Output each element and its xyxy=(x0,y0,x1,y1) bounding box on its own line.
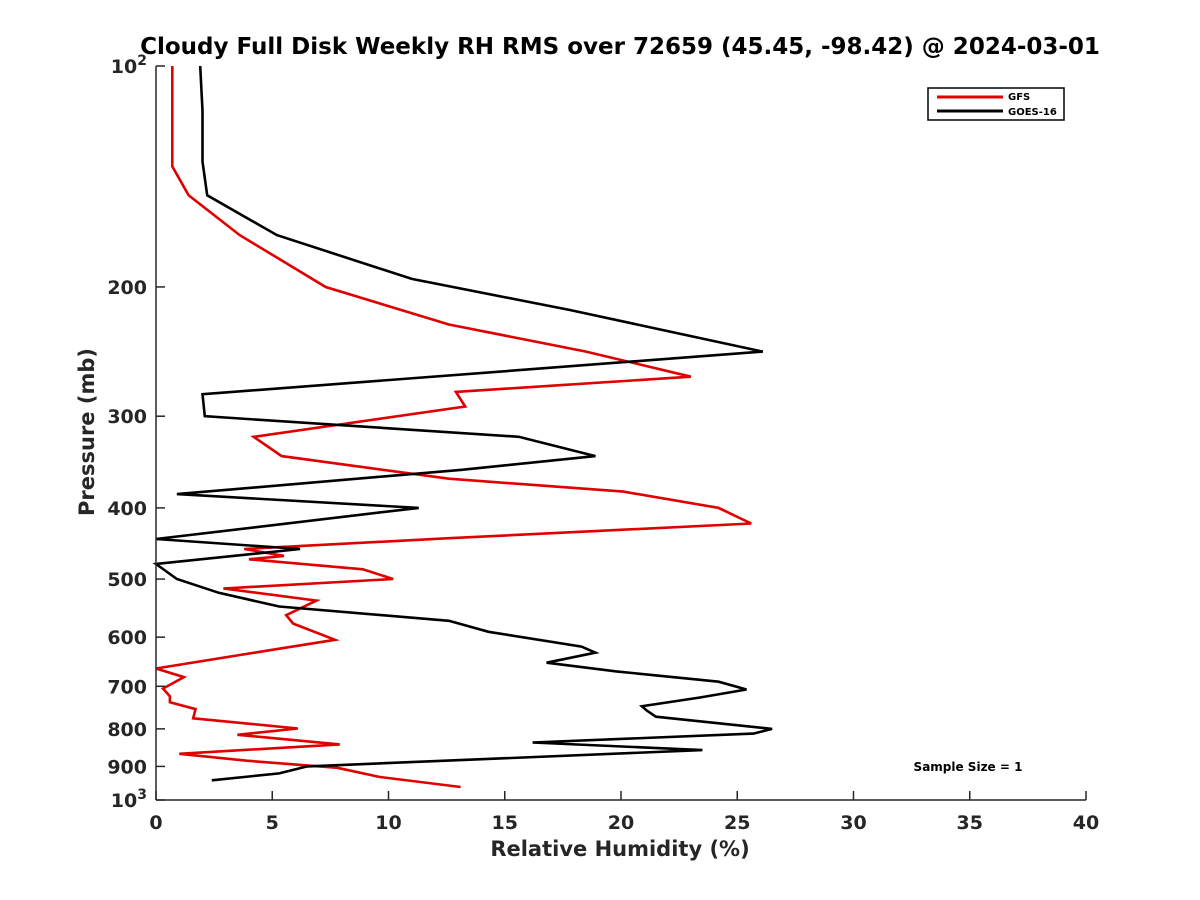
plot-area xyxy=(152,65,773,789)
x-tick-label: 0 xyxy=(149,812,162,834)
y-tick-label: 900 xyxy=(107,756,147,778)
x-tick-label: 20 xyxy=(608,812,634,834)
y-tick-label: 300 xyxy=(107,406,147,428)
y-tick-label: 400 xyxy=(107,498,147,520)
legend-label-gfs: GFS xyxy=(1008,92,1030,103)
x-axis-label: Relative Humidity (%) xyxy=(490,837,749,861)
y-tick-label: 103 xyxy=(111,787,147,812)
x-ticks: 0 5 10 15 20 25 30 35 40 xyxy=(149,791,1099,834)
x-tick-label: 30 xyxy=(840,812,866,834)
series-line-gfs xyxy=(155,66,752,789)
y-tick-label: 102 xyxy=(111,53,147,78)
legend-box xyxy=(927,87,1065,121)
y-tick-label: 600 xyxy=(107,627,147,649)
series-layer xyxy=(152,65,773,789)
y-tick-label: 200 xyxy=(107,277,147,299)
y-axis-label: Pressure (mb) xyxy=(75,348,99,516)
x-tick-label: 15 xyxy=(492,812,518,834)
legend: GFS GOES-16 xyxy=(927,87,1065,121)
x-tick-label: 10 xyxy=(375,812,401,834)
legend-label-goes16: GOES-16 xyxy=(1008,107,1057,118)
x-tick-label: 5 xyxy=(266,812,279,834)
x-tick-label: 40 xyxy=(1073,812,1099,834)
y-ticks: 102 200 300 400 500 600 700 800 900 103 xyxy=(107,53,165,812)
series-line-goes16 xyxy=(152,65,773,782)
x-tick-label: 35 xyxy=(957,812,983,834)
y-tick-label: 800 xyxy=(107,719,147,741)
y-tick-label: 700 xyxy=(107,676,147,698)
sample-size-annotation: Sample Size = 1 xyxy=(914,760,1023,774)
x-tick-label: 25 xyxy=(724,812,750,834)
y-tick-label: 500 xyxy=(107,569,147,591)
chart-title: Cloudy Full Disk Weekly RH RMS over 7265… xyxy=(140,34,1100,60)
